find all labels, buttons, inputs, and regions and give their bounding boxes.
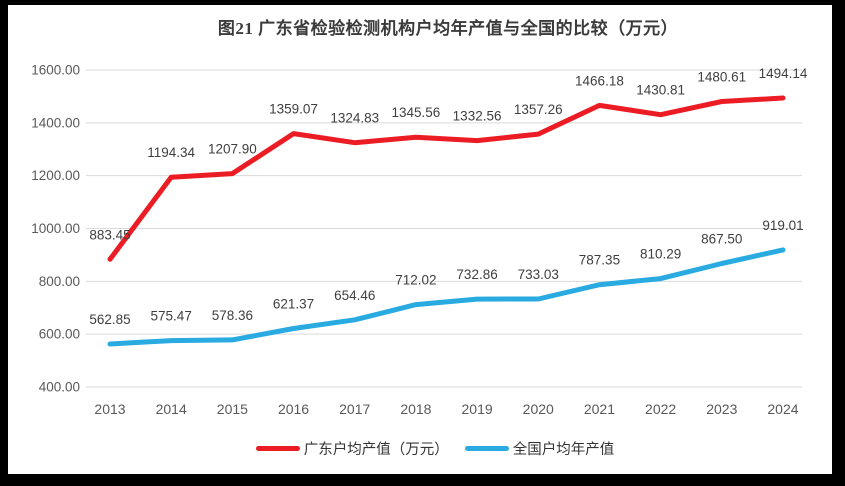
legend-label-guangdong: 广东户均产值（万元）: [303, 442, 449, 458]
data-label: 787.35: [579, 253, 620, 268]
chart-panel: 图21 广东省检验检测机构户均年产值与全国的比较（万元） 400.00 600.0…: [8, 5, 832, 474]
y-axis-tick-label: 400.00: [39, 380, 80, 395]
x-axis-tick-label: 2020: [523, 401, 554, 417]
y-axis-tick-label: 1600.00: [31, 63, 80, 78]
x-axis-tick-label: 2021: [584, 401, 615, 417]
y-axis-tick-label: 1200.00: [31, 168, 80, 183]
legend-label-national: 全国户均年产值: [512, 442, 615, 458]
x-axis-tick-label: 2014: [156, 401, 187, 417]
series-line-0: [107, 95, 786, 262]
data-label: 732.86: [456, 267, 497, 282]
y-axis-tick-label: 1400.00: [31, 115, 80, 130]
data-label: 1494.14: [759, 66, 808, 81]
chart-legend: 广东户均产值（万元） 全国户均年产值: [8, 438, 832, 459]
data-label: 1359.07: [269, 102, 318, 117]
data-label: 578.36: [212, 308, 253, 323]
data-label: 1324.83: [330, 111, 379, 126]
y-axis-tick-label: 1000.00: [31, 221, 80, 236]
data-label: 654.46: [334, 288, 375, 303]
x-axis-tick-label: 2017: [339, 401, 370, 417]
legend-dash-blue: [464, 446, 509, 451]
data-label: 621.37: [273, 297, 314, 312]
legend-item-guangdong: 广东户均产值（万元）: [255, 438, 449, 459]
data-label: 867.50: [701, 232, 742, 247]
data-label: 733.03: [518, 267, 559, 282]
data-label: 1345.56: [391, 105, 440, 120]
data-label: 562.85: [89, 312, 130, 327]
x-axis-tick-label: 2013: [94, 401, 125, 417]
data-label: 1194.34: [147, 145, 195, 160]
line-chart: 400.00 600.00 800.00 1000.00 1200.00 1400.00 1…: [31, 63, 808, 418]
x-axis-tick-label: 2016: [278, 401, 309, 417]
data-label: 883.45: [89, 227, 130, 242]
data-label: 575.47: [151, 309, 192, 324]
x-axis-tick-label: 2018: [400, 401, 431, 417]
x-axis-tick-label: 2024: [767, 401, 798, 417]
data-label: 1357.26: [514, 102, 563, 117]
x-axis-tick-label: 2022: [645, 401, 676, 417]
y-axis-tick-label: 800.00: [39, 274, 80, 289]
series-line-1: [107, 247, 786, 347]
data-label: 712.02: [395, 273, 436, 288]
data-label: 810.29: [640, 247, 681, 262]
data-label: 919.01: [762, 218, 803, 233]
x-axis-tick-label: 2015: [217, 401, 248, 417]
legend-item-national: 全国户均年产值: [464, 438, 615, 459]
chart-title: 图21 广东省检验检测机构户均年产值与全国的比较（万元）: [217, 19, 679, 38]
data-label: 1466.18: [575, 73, 624, 88]
x-axis-tick-label: 2019: [462, 401, 493, 417]
data-label: 1207.90: [208, 142, 257, 157]
data-label: 1332.56: [453, 109, 502, 124]
legend-dash-red: [255, 446, 300, 451]
data-label: 1480.61: [697, 70, 746, 85]
x-axis-tick-label: 2023: [706, 401, 737, 417]
y-axis-tick-label: 600.00: [39, 327, 80, 342]
data-label: 1430.81: [636, 83, 685, 98]
